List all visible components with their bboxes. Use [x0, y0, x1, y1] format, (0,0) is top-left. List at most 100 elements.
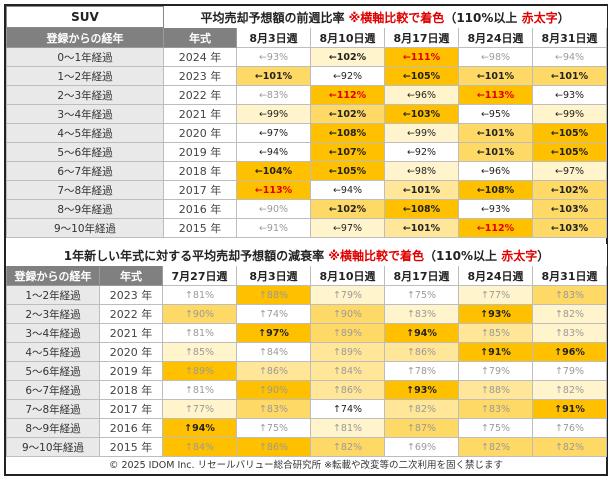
ratio-cell: ↑84%	[236, 342, 311, 362]
table-row: 9～10年経過 2015 年 ←91% ←97% ←101% ←112% ←103%	[6, 218, 608, 238]
table-row: 9～10年経過 2015 年 ↑84% ↑86% ↑82% ↑69% ↑82% ↑82%	[6, 437, 608, 457]
ratio-cell: ↑82%	[531, 304, 608, 324]
table1-note-red2: 赤太字	[521, 10, 558, 25]
row-model-year: 2022 年	[99, 304, 163, 324]
table-row: 7～8年経過 2017 年 ↑77% ↑83% ↑74% ↑82% ↑83% ↑91%	[6, 399, 608, 419]
ratio-cell: ←104%	[236, 161, 311, 181]
ratio-cell: ↑82%	[458, 437, 533, 457]
ratio-cell: ↑86%	[236, 437, 311, 457]
row-elapsed-label: 1～2年経過	[6, 66, 164, 86]
ratio-cell: ↑83%	[458, 399, 533, 419]
annual-decay-table: 1年新しい年式に対する平均売却予想額の減衰率 ※横軸比較で着色（110%以上 赤…	[5, 244, 608, 457]
ratio-cell: ↑86%	[236, 361, 311, 381]
header-model-year: 年式	[163, 27, 237, 48]
row-elapsed-label: 8～9年経過	[6, 199, 164, 219]
ratio-cell: ↑74%	[310, 399, 385, 419]
ratio-cell: ↑77%	[458, 285, 533, 305]
row-model-year: 2015 年	[163, 218, 237, 238]
table-row: 2～3年経過 2022 年 ←83% ←112% ←96% ←113% ←93%	[6, 85, 608, 105]
ratio-cell: ↑74%	[236, 304, 311, 324]
category-label: SUV	[6, 6, 164, 28]
table-row: 5～6年経過 2019 年 ←94% ←107% ←92% ←101% ←105%	[6, 142, 608, 162]
ratio-cell: ←93%	[458, 199, 533, 219]
ratio-cell: ←99%	[236, 104, 311, 124]
row-elapsed-label: 7～8年経過	[6, 399, 100, 419]
ratio-cell: ←94%	[531, 47, 608, 67]
table-row: 3～4年経過 2021 年 ←99% ←102% ←103% ←95% ←99%	[6, 104, 608, 124]
table-row: 6～7年経過 2018 年 ←104% ←105% ←98% ←96% ←97%	[6, 161, 608, 181]
ratio-cell: ↑85%	[458, 323, 533, 343]
ratio-cell: ↑90%	[162, 304, 237, 324]
ratio-cell: ←113%	[458, 85, 533, 105]
ratio-cell: ←101%	[236, 66, 311, 86]
table-row: 4～5年経過 2020 年 ↑85% ↑84% ↑89% ↑86% ↑91% ↑96%	[6, 342, 608, 362]
table2-title: 1年新しい年式に対する平均売却予想額の減衰率 ※横軸比較で着色（110%以上 赤…	[5, 244, 608, 266]
header-week: 8月10日週	[310, 27, 385, 48]
ratio-cell: ↑94%	[162, 418, 237, 438]
ratio-cell: ↑79%	[458, 361, 533, 381]
ratio-cell: ↑83%	[384, 304, 459, 324]
ratio-cell: ↑85%	[162, 342, 237, 362]
ratio-cell: ←105%	[310, 161, 385, 181]
ratio-cell: ↑88%	[458, 380, 533, 400]
row-model-year: 2018 年	[99, 380, 163, 400]
ratio-cell: ←113%	[236, 180, 311, 200]
ratio-cell: ←102%	[310, 104, 385, 124]
row-elapsed-label: 9～10年経過	[6, 437, 100, 457]
ratio-cell: ←94%	[236, 142, 311, 162]
ratio-cell: ↑83%	[531, 323, 608, 343]
ratio-cell: ↑81%	[162, 285, 237, 305]
ratio-cell: ←97%	[531, 161, 608, 181]
header-model-year: 年式	[99, 265, 163, 286]
header-week: 8月17日週	[384, 265, 459, 286]
ratio-cell: ←112%	[458, 218, 533, 238]
row-elapsed-label: 5～6年経過	[6, 142, 164, 162]
ratio-cell: ←98%	[458, 47, 533, 67]
table2-note-paren: （110%以上	[423, 248, 498, 263]
ratio-cell: ←99%	[531, 104, 608, 124]
row-elapsed-label: 8～9年経過	[6, 418, 100, 438]
ratio-cell: ↑93%	[384, 380, 459, 400]
header-week: 8月31日週	[531, 27, 608, 48]
ratio-cell: ↑82%	[531, 380, 608, 400]
header-week: 8月24日週	[458, 265, 533, 286]
ratio-cell: ←105%	[531, 123, 608, 143]
ratio-cell: ←101%	[384, 218, 459, 238]
ratio-cell: ←101%	[458, 66, 533, 86]
ratio-cell: ↑96%	[531, 342, 608, 362]
ratio-cell: ↑93%	[458, 304, 533, 324]
ratio-cell: ↑89%	[162, 361, 237, 381]
ratio-cell: ←99%	[384, 123, 459, 143]
row-elapsed-label: 4～5年経過	[6, 342, 100, 362]
row-model-year: 2023 年	[163, 66, 237, 86]
ratio-cell: ↑82%	[531, 437, 608, 457]
ratio-cell: ←101%	[384, 180, 459, 200]
row-elapsed-label: 2～3年経過	[6, 304, 100, 324]
row-model-year: 2022 年	[163, 85, 237, 105]
ratio-cell: ↑79%	[531, 361, 608, 381]
table-row: 7～8年経過 2017 年 ←113% ←94% ←101% ←108% ←102%	[6, 180, 608, 200]
header-week: 7月27日週	[162, 265, 237, 286]
table-row: 3～4年経過 2021 年 ↑81% ↑97% ↑89% ↑94% ↑85% ↑83%	[6, 323, 608, 343]
ratio-cell: ↑84%	[310, 361, 385, 381]
ratio-cell: ↑87%	[384, 418, 459, 438]
row-elapsed-label: 2～3年経過	[6, 85, 164, 105]
row-model-year: 2017 年	[163, 180, 237, 200]
row-elapsed-label: 6～7年経過	[6, 161, 164, 181]
header-week: 8月3日週	[236, 27, 311, 48]
ratio-cell: ↑81%	[162, 323, 237, 343]
row-model-year: 2024 年	[163, 47, 237, 67]
row-model-year: 2018 年	[163, 161, 237, 181]
ratio-cell: ↑81%	[162, 380, 237, 400]
ratio-cell: ↑75%	[236, 418, 311, 438]
ratio-cell: ↑82%	[384, 399, 459, 419]
table2-title-main: 1年新しい年式に対する平均売却予想額の減衰率	[63, 248, 325, 263]
table-row: 8～9年経過 2016 年 ↑94% ↑75% ↑81% ↑87% ↑75% ↑76%	[6, 418, 608, 438]
table1-note-paren: （110%以上	[444, 10, 518, 25]
row-model-year: 2019 年	[99, 361, 163, 381]
ratio-cell: ↑91%	[531, 399, 608, 419]
table1-title-main: 平均売却予想額の前週比率	[200, 10, 345, 25]
ratio-cell: ↑89%	[310, 342, 385, 362]
row-model-year: 2017 年	[99, 399, 163, 419]
row-elapsed-label: 3～4年経過	[6, 104, 164, 124]
